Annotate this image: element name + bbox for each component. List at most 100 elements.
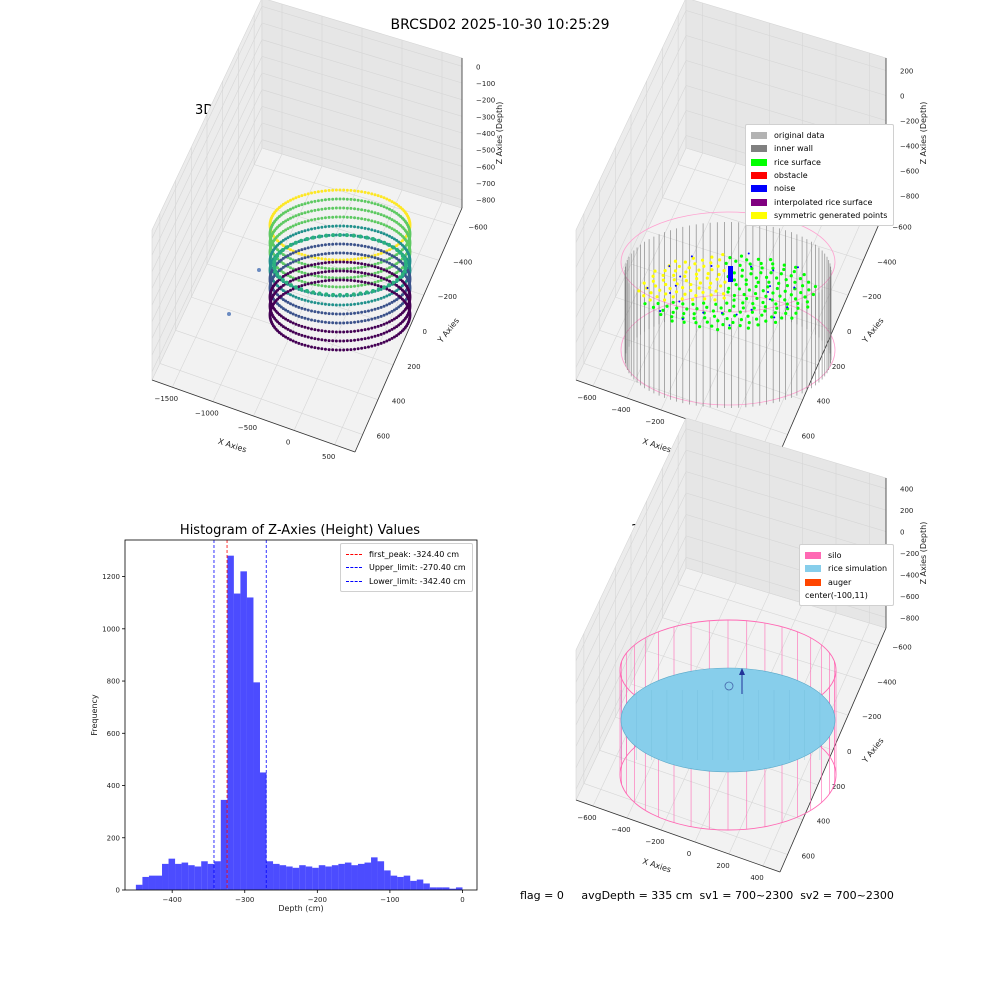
plot1-wall-point	[408, 257, 412, 261]
plot1-wall-point	[300, 324, 304, 328]
plot2-rice-surface-point	[767, 280, 771, 284]
plot1-wall-point	[281, 262, 285, 266]
plot2-rice-surface-point	[693, 262, 697, 266]
plot1-wall-point	[323, 338, 327, 342]
plot1-wall-point	[310, 209, 314, 213]
plot2-rice-surface-point	[726, 290, 730, 294]
plot1-wall-point	[310, 200, 314, 204]
plot2-rice-surface-point	[746, 314, 750, 318]
plot2-rice-surface-point	[683, 260, 687, 264]
legend-swatch	[751, 145, 767, 153]
plot1-wall-point	[323, 320, 327, 324]
plot2-rice-surface-point	[800, 284, 805, 288]
plot1-wall-point	[387, 234, 391, 238]
plot1-xtick: 0	[286, 438, 290, 446]
plot1-wall-point	[356, 338, 360, 342]
plot1-surface-point	[403, 259, 408, 264]
plot1-wall-point	[345, 276, 349, 280]
plot2-noise-point	[750, 308, 753, 311]
plot2-rice-surface-point	[796, 301, 800, 305]
plot2-rice-surface-point	[751, 301, 755, 306]
plot1-wall-point	[387, 261, 391, 265]
plot1-wall-point	[331, 312, 335, 316]
plot1-wall-point	[390, 254, 394, 258]
plot2-rice-surface-point	[738, 310, 742, 314]
plot1-wall-point	[316, 244, 320, 248]
plot1-wall-point	[366, 191, 370, 195]
plot2-rice-surface-point	[658, 288, 662, 292]
plot1-surface-point	[331, 233, 336, 238]
plot1-wall-point	[385, 197, 389, 201]
plot2-rice-surface-point	[754, 317, 759, 321]
plot2-rice-surface-point	[739, 254, 744, 258]
plot1-wall-point	[370, 246, 374, 250]
plot1-wall-point	[345, 260, 349, 264]
plot1-surface-point	[382, 240, 387, 245]
plot1-wall-point	[297, 341, 301, 345]
plot1-wall-point	[356, 225, 360, 229]
figure-title: BRCSD02 2025-10-30 10:25:29	[390, 17, 610, 33]
plot2-rice-surface-point	[677, 264, 681, 269]
legend-entry: symmetric generated points	[751, 209, 887, 222]
plot2-rice-surface-point	[692, 312, 696, 316]
plot4-grid-z	[575, 449, 887, 683]
histogram-bar	[286, 866, 293, 890]
plot2-rice-surface-point	[764, 275, 769, 279]
plot2-rice-surface-point	[685, 307, 689, 311]
plot1-wall-point	[334, 339, 338, 343]
legend-entry: obstacle	[751, 169, 887, 182]
plot2-rice-surface-point	[691, 302, 695, 306]
plot2-rice-surface-point	[703, 297, 707, 301]
plot2-xtick: −200	[645, 418, 664, 426]
plot1-wall-point	[320, 302, 324, 306]
plot1-wall-point	[310, 345, 314, 349]
plot1-wall-point	[284, 255, 288, 259]
plot1-wall-point	[349, 206, 353, 210]
plot2-grid-y	[662, 197, 864, 261]
plot1-wall-point	[379, 269, 383, 273]
plot1-wall-point	[279, 240, 283, 244]
plot1-wall-point	[306, 246, 310, 250]
histogram-bar	[273, 863, 280, 890]
plot1-surface-point	[280, 248, 285, 252]
plot1-wall-point	[286, 309, 290, 313]
plot1-wall-point	[363, 319, 367, 323]
plot1-surface-point	[275, 272, 280, 277]
plot1-wall-point	[289, 279, 293, 283]
plot1-wall-point	[279, 267, 283, 271]
plot2-rice-surface-point	[770, 315, 774, 319]
plot1-wall-point	[360, 265, 364, 269]
plot1-wall-point	[327, 348, 331, 352]
plot1-wall-point	[385, 294, 389, 298]
plot2-rice-surface-point	[671, 300, 675, 305]
plot1-wall-point	[320, 189, 324, 193]
plot1-wall-point	[370, 210, 374, 214]
plot1-wall-point	[313, 244, 317, 248]
plot2-rice-surface-point	[710, 255, 714, 259]
plot2-silo-top	[620, 211, 836, 313]
plot1-wall-point	[334, 215, 338, 219]
plot1-wall-point	[303, 283, 307, 287]
plot2-rice-surface-point	[782, 263, 786, 267]
plot2-rice-surface-point	[683, 274, 687, 278]
plot1-wall-point	[366, 263, 370, 267]
plot1-wall-point	[338, 224, 342, 228]
plot1-wall-point	[363, 262, 367, 266]
plot1-wall-point	[342, 330, 346, 334]
plot2-rice-surface-point	[763, 305, 767, 309]
plot2-rice-surface-point	[761, 300, 765, 305]
plot2-rice-surface-point	[732, 278, 736, 282]
legend-entry: original data	[751, 129, 887, 142]
plot2-rice-surface-point	[655, 295, 659, 299]
plot2-rice-surface-point	[744, 282, 748, 286]
histogram-bar	[175, 863, 182, 890]
histogram-ytick: 1200	[102, 573, 120, 581]
plot1-wall-point	[385, 269, 389, 273]
histogram-bar	[220, 799, 228, 890]
histogram-ytick: 600	[107, 730, 120, 738]
legend-label: rice simulation	[828, 564, 888, 574]
plot1-wall-point	[395, 307, 399, 311]
plot1-wall-point	[366, 336, 370, 340]
plot1-surface-point	[403, 266, 408, 271]
plot1-wall-point	[334, 303, 338, 307]
